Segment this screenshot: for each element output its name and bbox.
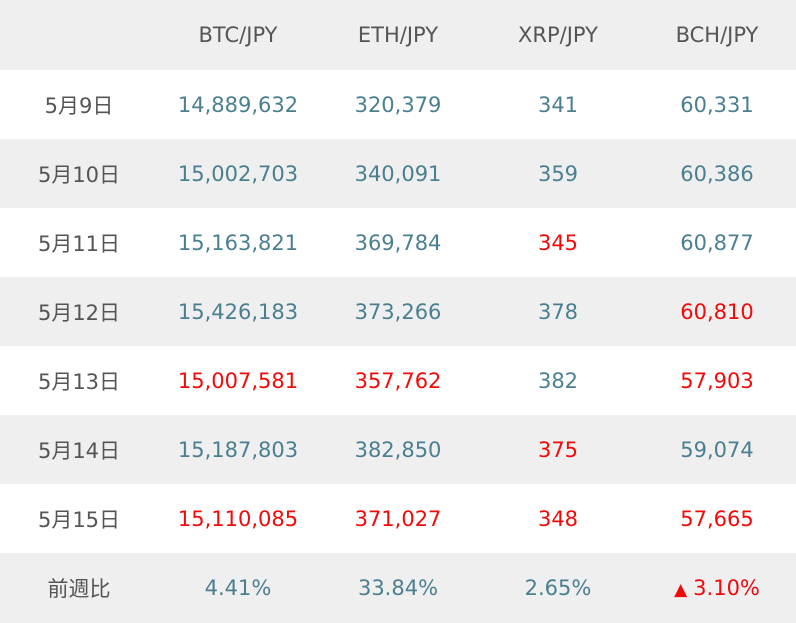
table-row: 5月14日 15,187,803 382,850 375 59,074 bbox=[0, 415, 796, 484]
bch-price: 60,386 bbox=[638, 139, 796, 208]
xrp-change: 2.65% bbox=[478, 553, 638, 623]
btc-price: 15,426,183 bbox=[158, 277, 318, 346]
xrp-price: 375 bbox=[478, 415, 638, 484]
row-date: 5月9日 bbox=[0, 70, 158, 139]
row-date: 5月13日 bbox=[0, 346, 158, 415]
table-row: 5月13日 15,007,581 357,762 382 57,903 bbox=[0, 346, 796, 415]
eth-price: 369,784 bbox=[318, 208, 478, 277]
eth-price: 320,379 bbox=[318, 70, 478, 139]
bch-price: 60,877 bbox=[638, 208, 796, 277]
btc-change: 4.41% bbox=[158, 553, 318, 623]
xrp-price: 382 bbox=[478, 346, 638, 415]
row-date: 5月10日 bbox=[0, 139, 158, 208]
header-eth-jpy: ETH/JPY bbox=[318, 0, 478, 70]
eth-price: 357,762 bbox=[318, 346, 478, 415]
bch-price: 57,903 bbox=[638, 346, 796, 415]
xrp-price: 341 bbox=[478, 70, 638, 139]
bch-price: 60,331 bbox=[638, 70, 796, 139]
table-row: 5月12日 15,426,183 373,266 378 60,810 bbox=[0, 277, 796, 346]
eth-price: 382,850 bbox=[318, 415, 478, 484]
eth-change: 33.84% bbox=[318, 553, 478, 623]
eth-price: 371,027 bbox=[318, 484, 478, 553]
table-row: 5月9日 14,889,632 320,379 341 60,331 bbox=[0, 70, 796, 139]
table-row: 5月11日 15,163,821 369,784 345 60,877 bbox=[0, 208, 796, 277]
btc-price: 15,007,581 bbox=[158, 346, 318, 415]
row-date: 5月15日 bbox=[0, 484, 158, 553]
row-date: 5月12日 bbox=[0, 277, 158, 346]
week-over-week-label: 前週比 bbox=[0, 553, 158, 623]
header-bch-jpy: BCH/JPY bbox=[638, 0, 796, 70]
bch-change: 3.10% bbox=[693, 576, 760, 600]
btc-price: 14,889,632 bbox=[158, 70, 318, 139]
table-row: 5月10日 15,002,703 340,091 359 60,386 bbox=[0, 139, 796, 208]
header-btc-jpy: BTC/JPY bbox=[158, 0, 318, 70]
row-date: 5月14日 bbox=[0, 415, 158, 484]
bch-price: 60,810 bbox=[638, 277, 796, 346]
xrp-price: 345 bbox=[478, 208, 638, 277]
xrp-price: 359 bbox=[478, 139, 638, 208]
header-xrp-jpy: XRP/JPY bbox=[478, 0, 638, 70]
btc-price: 15,002,703 bbox=[158, 139, 318, 208]
triangle-up-icon: ▲ bbox=[674, 580, 688, 600]
btc-price: 15,163,821 bbox=[158, 208, 318, 277]
header-row: BTC/JPY ETH/JPY XRP/JPY BCH/JPY bbox=[0, 0, 796, 70]
bch-price: 59,074 bbox=[638, 415, 796, 484]
week-over-week-row: 前週比 4.41% 33.84% 2.65% ▲ 3.10% bbox=[0, 553, 796, 623]
xrp-price: 348 bbox=[478, 484, 638, 553]
bch-price: 57,665 bbox=[638, 484, 796, 553]
btc-price: 15,110,085 bbox=[158, 484, 318, 553]
header-date bbox=[0, 0, 158, 70]
eth-price: 340,091 bbox=[318, 139, 478, 208]
row-date: 5月11日 bbox=[0, 208, 158, 277]
xrp-price: 378 bbox=[478, 277, 638, 346]
table-row: 5月15日 15,110,085 371,027 348 57,665 bbox=[0, 484, 796, 553]
bch-change-cell: ▲ 3.10% bbox=[638, 553, 796, 623]
btc-price: 15,187,803 bbox=[158, 415, 318, 484]
eth-price: 373,266 bbox=[318, 277, 478, 346]
